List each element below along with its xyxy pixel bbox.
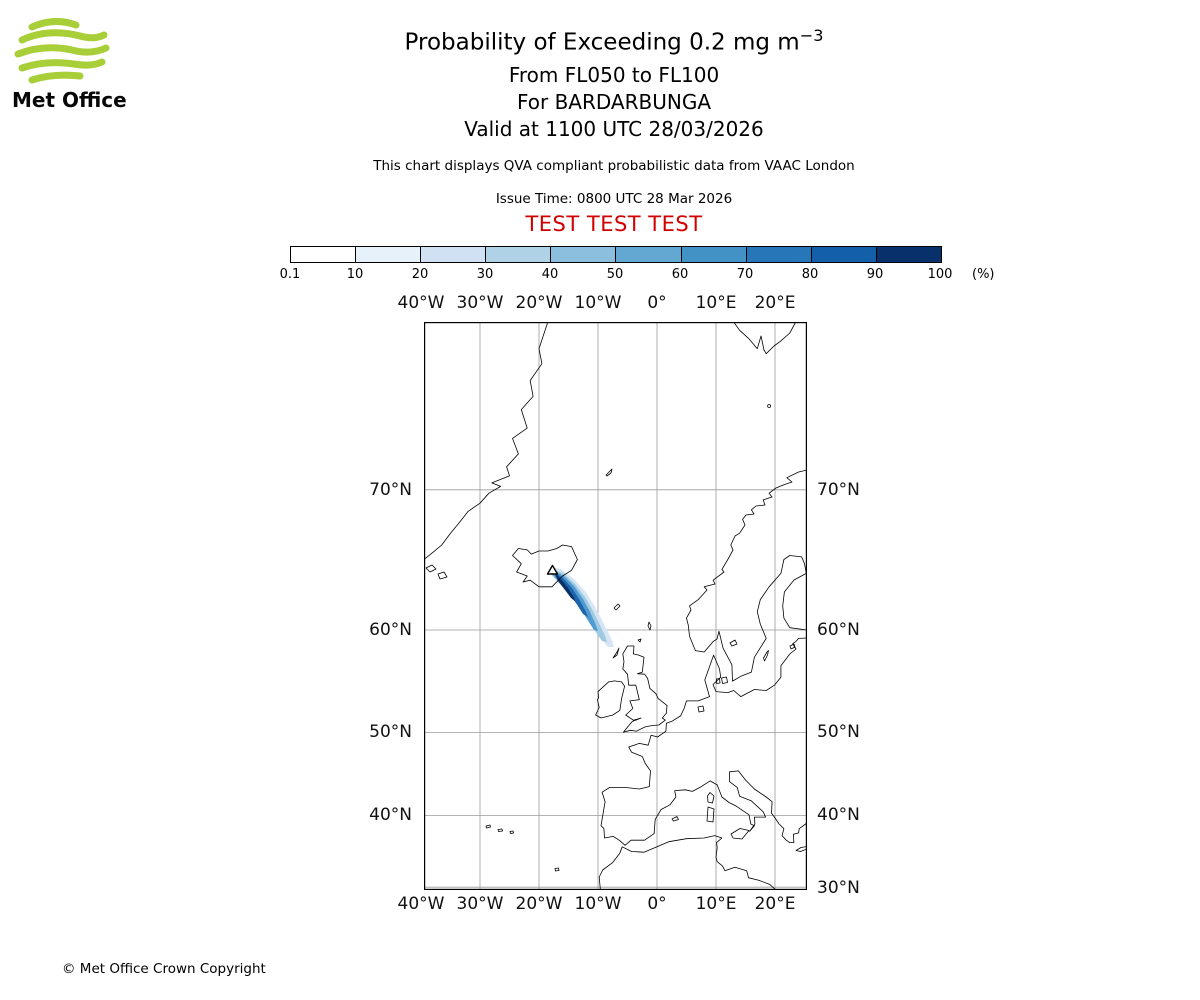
met-office-logo-icon (14, 18, 110, 84)
coastline-north-africa (598, 835, 777, 891)
subtitle-flight-levels: From FL050 to FL100 (508, 63, 720, 87)
lon-label-bottom: 10°E (695, 894, 737, 914)
colorbar-tick-label: 20 (411, 267, 429, 282)
colorbar-tick-label: 80 (801, 267, 819, 282)
lon-label-bottom: 0° (647, 894, 667, 914)
map-svg (423, 321, 808, 891)
shetland-islands (647, 621, 652, 631)
lon-label-bottom: 30°W (456, 894, 504, 914)
lon-label-bottom: 20°E (754, 894, 796, 914)
colorbar-segment (486, 247, 552, 262)
lake-vanern (729, 639, 738, 647)
subtitle-block: From FL050 to FL100 For BARDARBUNGA Vali… (14, 62, 1200, 143)
corsica-island (707, 792, 715, 804)
qva-note: This chart displays QVA compliant probab… (373, 158, 855, 174)
page-title: Probability of Exceeding 0.2 mg m−3 (14, 26, 1200, 56)
coastline-continental-europe (600, 637, 808, 846)
lat-label-right: 30°N (817, 878, 860, 898)
graticule-gridlines (424, 322, 807, 890)
colorbar-ticks: 0.1 10 20 30 40 50 60 70 80 90 100 (280, 267, 953, 285)
coastline-greenland-islets (425, 564, 448, 580)
subtitle-valid-time: Valid at 1100 UTC 28/03/2026 (464, 117, 764, 141)
colorbar-tick-label: 70 (736, 267, 754, 282)
lon-label-top: 20°W (515, 293, 563, 313)
lat-label-left: 50°N (369, 722, 412, 742)
lon-label-top: 10°W (574, 293, 622, 313)
sardinia-island (706, 806, 715, 823)
lon-label-top: 30°W (456, 293, 504, 313)
orkney-islands (637, 638, 642, 643)
gotland-island (763, 650, 769, 662)
colorbar-tick-label: 10 (346, 267, 364, 282)
coastlines (423, 321, 808, 891)
colorbar-tick-label: 0.1 (279, 267, 301, 282)
colorbar-segment (291, 247, 357, 262)
coastline-ireland (595, 680, 625, 719)
lat-label-left: 60°N (369, 620, 412, 640)
coastline-iceland (512, 544, 578, 588)
lon-label-bottom: 40°W (397, 894, 445, 914)
colorbar-segment (421, 247, 487, 262)
map-panel (423, 321, 808, 891)
hebrides-islands (612, 647, 620, 659)
lat-label-right: 60°N (817, 620, 860, 640)
title-exponent: −3 (799, 26, 824, 45)
colorbar-segment (551, 247, 617, 262)
lake-ijsselmeer (697, 705, 705, 713)
madeira-island (554, 867, 560, 872)
coastline-greenland (423, 321, 549, 560)
coastline-great-britain (622, 645, 668, 733)
coastline-svalbard (733, 321, 797, 355)
lon-label-top: 0° (647, 293, 667, 313)
lon-label-top: 40°W (397, 293, 445, 313)
lon-label-top: 20°E (754, 293, 796, 313)
probability-colorbar (290, 246, 942, 263)
colorbar-tick-label: 90 (866, 267, 884, 282)
lon-label-bottom: 10°W (574, 894, 622, 914)
colorbar-segment (356, 247, 422, 262)
lon-label-bottom: 20°W (515, 894, 563, 914)
lat-label-left: 70°N (369, 480, 412, 500)
coastline-scandinavia-finland (686, 469, 808, 682)
colorbar-unit-label: (%) (972, 267, 995, 282)
colorbar-tick-label: 100 (927, 267, 953, 282)
colorbar-segment (746, 247, 812, 262)
subtitle-volcano: For BARDARBUNGA (516, 90, 712, 114)
colorbar-segment (811, 247, 877, 262)
issue-time: Issue Time: 0800 UTC 28 Mar 2026 (495, 191, 733, 207)
lat-label-right: 40°N (817, 805, 860, 825)
sicily-island (730, 828, 750, 840)
colorbar-tick-label: 30 (476, 267, 494, 282)
test-banner: TEST TEST TEST (525, 212, 703, 236)
jan-mayen-island (605, 468, 613, 477)
lon-label-top: 10°E (695, 293, 737, 313)
azores-islands (485, 824, 514, 834)
volcano-marker-icon (546, 564, 559, 575)
lat-label-left: 40°N (369, 805, 412, 825)
colorbar-segment (681, 247, 747, 262)
bear-island (767, 404, 772, 408)
crown-copyright: © Met Office Crown Copyright (62, 961, 266, 977)
lat-label-right: 50°N (817, 722, 860, 742)
colorbar-segment (616, 247, 682, 262)
lat-label-right: 70°N (817, 480, 860, 500)
crete-island (795, 846, 808, 852)
colorbar-tick-label: 60 (671, 267, 689, 282)
colorbar-segment (876, 247, 941, 262)
colorbar-tick-label: 50 (606, 267, 624, 282)
met-office-wordmark: Met Office (12, 88, 127, 112)
colorbar-tick-label: 40 (541, 267, 559, 282)
title-text: Probability of Exceeding 0.2 mg m (404, 29, 800, 56)
faroe-islands (613, 603, 621, 611)
danish-islands (716, 676, 728, 684)
mallorca-island (671, 816, 679, 822)
map-border (424, 322, 807, 890)
